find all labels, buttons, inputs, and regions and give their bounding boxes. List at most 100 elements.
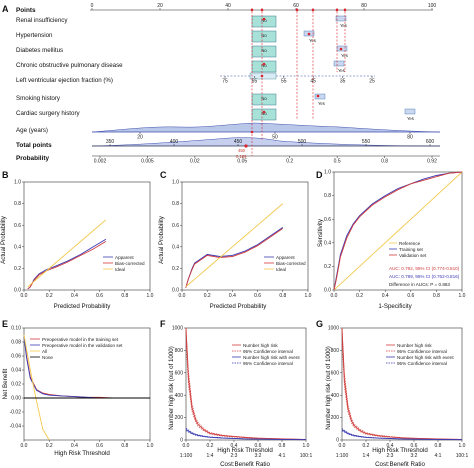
panel-label-c: C (160, 170, 167, 180)
x2-tick-label: 100:1 (456, 453, 469, 459)
x-tick-label: 0.8 (433, 293, 440, 299)
d-legend-training: Training set (399, 247, 424, 252)
y-tick-label: -0.02 (10, 410, 22, 416)
x-tick-label: 0.4 (231, 443, 238, 449)
age-tick-label: 50 (272, 135, 278, 141)
d-auc-train: AUC: 0.792, 95% CI (0.774-0.810) (389, 266, 460, 271)
chart-f: 0.0 0.2 0.4 0.6 0.8 1.0 0 200 400 600 800 1000 1:100… (172, 326, 313, 459)
e-legend-training: Preoperative model in the training set (42, 337, 119, 342)
x-tick-label: 0.4 (387, 443, 394, 449)
prob-tick-label: 0.005 (141, 159, 154, 165)
nomogram-boxes: No No No No No No (251, 15, 277, 121)
nomogram-yes-boxes: Yes Yes Yes Yes Yes Yes (303, 15, 416, 121)
y-tick-label: 800 (331, 348, 340, 354)
g-legend-ci-1: 95% Confidence interval (397, 349, 447, 354)
age-axis: 20 50 80 (91, 122, 441, 141)
level-yes-cardiac: Yes (407, 116, 414, 121)
series-line (185, 227, 284, 288)
row-label-lvef: Left ventricular ejection fraction (%) (16, 77, 113, 84)
c-legend-apparent: Apparent (276, 255, 295, 260)
level-no-renal: No (261, 18, 267, 23)
y-tick-label: 0.4 (14, 244, 21, 250)
f-xlabel: High Risk Threshold (217, 447, 273, 454)
y-tick-label: 0.8 (324, 193, 331, 199)
d-auc-valid: AUC: 0.789, 95% CI (0.762-0.816) (389, 274, 460, 279)
calibration-panel-b: B Actual Probability Predicted Probabili… (0, 170, 145, 310)
e-legend-none: None (42, 355, 53, 360)
e-legend-validation: Preoperative model in the validation set (42, 343, 123, 348)
plot-frame (181, 181, 309, 291)
x-tick-label: 0.6 (255, 443, 262, 449)
g-legend: Number high risk 95% Confidence interval… (386, 343, 454, 366)
y-tick-label: 0.4 (324, 240, 331, 246)
total-tick-label: 600 (426, 139, 435, 145)
f-ylabel: Number high risk (out of 1000) (168, 346, 175, 430)
plot-frame (185, 327, 307, 441)
f-legend-ci-2: 95% Confidence interval (243, 361, 293, 366)
level-no-smoking: No (261, 96, 267, 101)
x-tick-label: 0.2 (46, 443, 53, 449)
lvef-tick-label: 75 (222, 79, 228, 85)
x2-tick-label: 100:1 (300, 453, 313, 459)
g-legend-high-risk: Number high risk (397, 343, 432, 348)
ci-band-lower (185, 341, 307, 440)
lvef-tick-label: 55 (281, 79, 287, 85)
e-ylabel: Net Benefit (2, 368, 9, 399)
g-ylabel: Number high risk (out of 1000) (325, 346, 332, 430)
lvef-tick-label: 45 (310, 79, 316, 85)
y-tick-label: 0.2 (324, 264, 331, 270)
c-legend-bias: Bias-corrected (276, 261, 306, 266)
x-tick-label: 0.2 (363, 443, 370, 449)
x-tick-label: 1.0 (305, 293, 312, 299)
plot-frame (333, 171, 463, 291)
level-yes-renal: Yes (340, 23, 347, 28)
y-tick-label: 800 (175, 348, 184, 354)
x-tick-label: 0.0 (21, 443, 28, 449)
x-tick-label: 0.8 (279, 443, 286, 449)
ci-band-upper (185, 327, 307, 440)
level-yes-copd: Yes (338, 68, 345, 73)
x-tick-label: 0.0 (331, 293, 338, 299)
nomogram-panel: A Points 0 20 40 60 80 100 Renal insufficienc… (2, 3, 441, 165)
panel-label-a: A (2, 4, 9, 14)
total-tick-label: 400 (170, 139, 179, 145)
x2-tick-label: 1:100 (336, 453, 349, 459)
y-tick-label: 0.08 (11, 340, 21, 346)
x2-tick-label: 2:3 (231, 453, 238, 459)
c-legend: Apparent Bias-corrected Ideal (264, 255, 306, 272)
chart-g: 0.0 0.2 0.4 0.6 0.8 1.0 0 200 400 600 800 1000 1:100… (328, 326, 469, 459)
prob-tick-label: 0.2 (286, 159, 293, 165)
b-ylabel: Actual Probability (0, 215, 7, 264)
yes-box-smoking (314, 93, 326, 100)
points-tick-label: 40 (225, 3, 231, 9)
x-tick-label: 0.4 (71, 293, 78, 299)
points-tick-label: 60 (293, 3, 299, 9)
ci-band-upper (185, 427, 307, 440)
y-tick-label: 0.6 (14, 223, 21, 229)
y-tick-label: 0.4 (172, 244, 179, 250)
points-tick-label: 100 (428, 3, 437, 9)
lvef-axis: 75 65 55 45 35 25 (220, 72, 375, 85)
y-tick-label: 200 (175, 415, 184, 421)
x-tick-label: 0.0 (21, 293, 28, 299)
row-label-copd: Chronic obstructive pulmonary disease (16, 62, 123, 69)
y-tick-label: 0.0 (14, 288, 21, 294)
total-marker-label: 450 (238, 148, 246, 153)
level-no-cardiac: No (261, 111, 267, 116)
panel-label-d: D (316, 170, 323, 180)
points-ticks: 0 20 40 60 80 100 (91, 3, 437, 10)
points-label: Points (16, 7, 36, 14)
age-tick-label: 20 (137, 135, 143, 141)
y-tick-label: 400 (175, 393, 184, 399)
probability-label: Probability (16, 155, 49, 162)
y-tick-label: 0.8 (172, 201, 179, 207)
x2-tick-label: 1:4 (363, 453, 370, 459)
y-tick-label: 0.02 (11, 382, 21, 388)
b-legend-ideal: Ideal (115, 267, 125, 272)
box-renal (251, 15, 277, 28)
prob-tick-label: 0.8 (381, 159, 388, 165)
e-legend: Preoperative model in the training set P… (30, 337, 123, 360)
prob-tick-label: 0.92 (427, 159, 437, 165)
panel-label-f: F (160, 319, 166, 329)
